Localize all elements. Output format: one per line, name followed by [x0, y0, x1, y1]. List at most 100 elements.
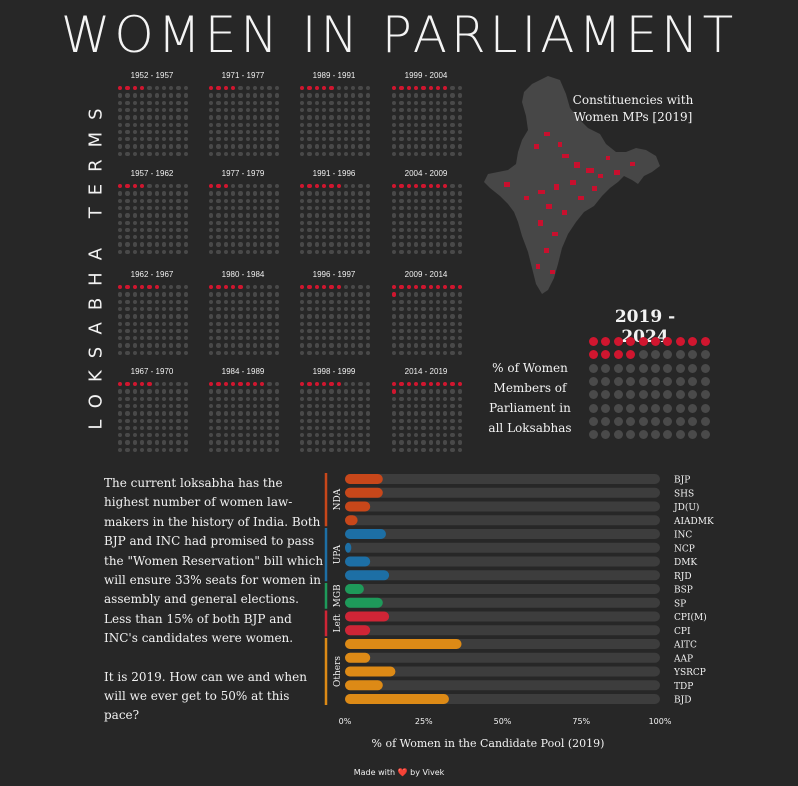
woman-mp-dot — [223, 86, 228, 91]
mp-dot — [230, 144, 236, 149]
party-label: JD(U) — [673, 502, 699, 513]
mp-dot — [132, 321, 137, 326]
mp-dot — [300, 191, 305, 196]
mp-dot — [209, 418, 214, 423]
mp-dot — [267, 122, 272, 127]
mp-dot — [413, 107, 419, 113]
mp-dot — [300, 249, 305, 255]
woman-mp-dot — [700, 337, 710, 346]
mp-dot — [358, 343, 363, 348]
mp-dot — [183, 107, 189, 113]
mp-dot — [125, 389, 130, 394]
mp-dot — [365, 235, 371, 240]
mp-dot — [351, 447, 356, 453]
mp-dot — [176, 425, 181, 431]
mp-dot — [435, 137, 441, 142]
mp-dot — [139, 343, 145, 348]
mp-dot — [450, 389, 455, 394]
mp-dot — [365, 382, 371, 387]
mp-dot — [252, 336, 258, 341]
mp-dot — [216, 350, 221, 356]
mp-dot — [700, 403, 710, 413]
mp-dot — [139, 249, 145, 255]
mp-dot — [300, 122, 305, 127]
mp-dot — [428, 220, 433, 225]
mp-dot — [161, 100, 167, 105]
mp-dot — [216, 336, 221, 341]
mp-dot — [406, 129, 411, 135]
term-label: 1999 - 2004 — [404, 71, 448, 80]
bar-track — [345, 474, 660, 484]
mp-dot — [450, 336, 455, 341]
mp-dot — [132, 129, 137, 135]
mp-dot — [443, 122, 448, 127]
mp-dot — [252, 227, 258, 233]
mp-dot — [336, 205, 341, 211]
mp-dot — [336, 411, 341, 416]
woman-mp-dot — [139, 382, 145, 387]
mp-dot — [176, 418, 181, 423]
mp-dot — [399, 235, 404, 240]
mp-dot — [365, 249, 371, 255]
mp-dot — [147, 425, 152, 431]
woman-mp-dot — [216, 184, 221, 189]
mp-dot — [169, 137, 174, 142]
mp-dot — [132, 440, 137, 445]
mp-dot — [260, 350, 265, 356]
mp-dot — [230, 350, 236, 356]
mp-dot — [421, 336, 426, 341]
mp-dot — [329, 336, 334, 341]
mp-dot — [351, 235, 356, 240]
mp-dot — [300, 336, 305, 341]
mp-dot — [457, 86, 463, 91]
mp-dot — [238, 433, 243, 438]
mp-dot — [457, 299, 463, 304]
mp-dot — [358, 205, 363, 211]
mp-dot — [267, 213, 272, 218]
mp-dot — [314, 336, 319, 341]
mp-dot — [125, 191, 130, 196]
mp-dot — [245, 328, 250, 334]
mp-dot — [329, 433, 334, 438]
mp-dot — [267, 191, 272, 196]
mp-dot — [428, 403, 433, 409]
mp-dot — [358, 389, 363, 394]
mp-dot — [601, 376, 611, 386]
mp-dot — [209, 328, 214, 334]
mp-dot — [406, 425, 411, 431]
woman-mp-dot — [406, 285, 411, 290]
mp-dot — [183, 433, 189, 438]
mp-dot — [457, 213, 463, 218]
mp-dot — [343, 122, 349, 127]
mp-dot — [428, 336, 433, 341]
mp-dot — [125, 137, 130, 142]
mp-dot — [329, 396, 334, 401]
mp-dot — [300, 93, 305, 98]
mp-dot — [343, 100, 349, 105]
mp-dot — [457, 433, 463, 438]
woman-mp-dot — [421, 184, 426, 189]
mp-dot — [169, 314, 174, 319]
mp-dot — [329, 115, 334, 120]
woman-mp-dot — [613, 337, 623, 346]
mp-dot — [457, 184, 463, 189]
mp-dot — [443, 151, 448, 157]
mp-dot — [245, 129, 250, 135]
mp-dot — [358, 292, 363, 297]
mp-dot — [183, 321, 189, 326]
mp-dot — [443, 306, 448, 312]
mp-dot — [365, 425, 371, 431]
mp-dot — [147, 220, 152, 225]
mp-dot — [267, 249, 272, 255]
mp-dot — [314, 242, 319, 247]
woman-mp-dot — [223, 285, 228, 290]
mp-dot — [307, 425, 312, 431]
mp-dot — [139, 137, 145, 142]
mp-dot — [216, 220, 221, 225]
mp-dot — [154, 382, 159, 387]
mp-dot — [252, 403, 258, 409]
mp-dot — [161, 184, 167, 189]
mp-dot — [183, 184, 189, 189]
mp-dot — [118, 144, 123, 149]
mp-dot — [358, 321, 363, 326]
